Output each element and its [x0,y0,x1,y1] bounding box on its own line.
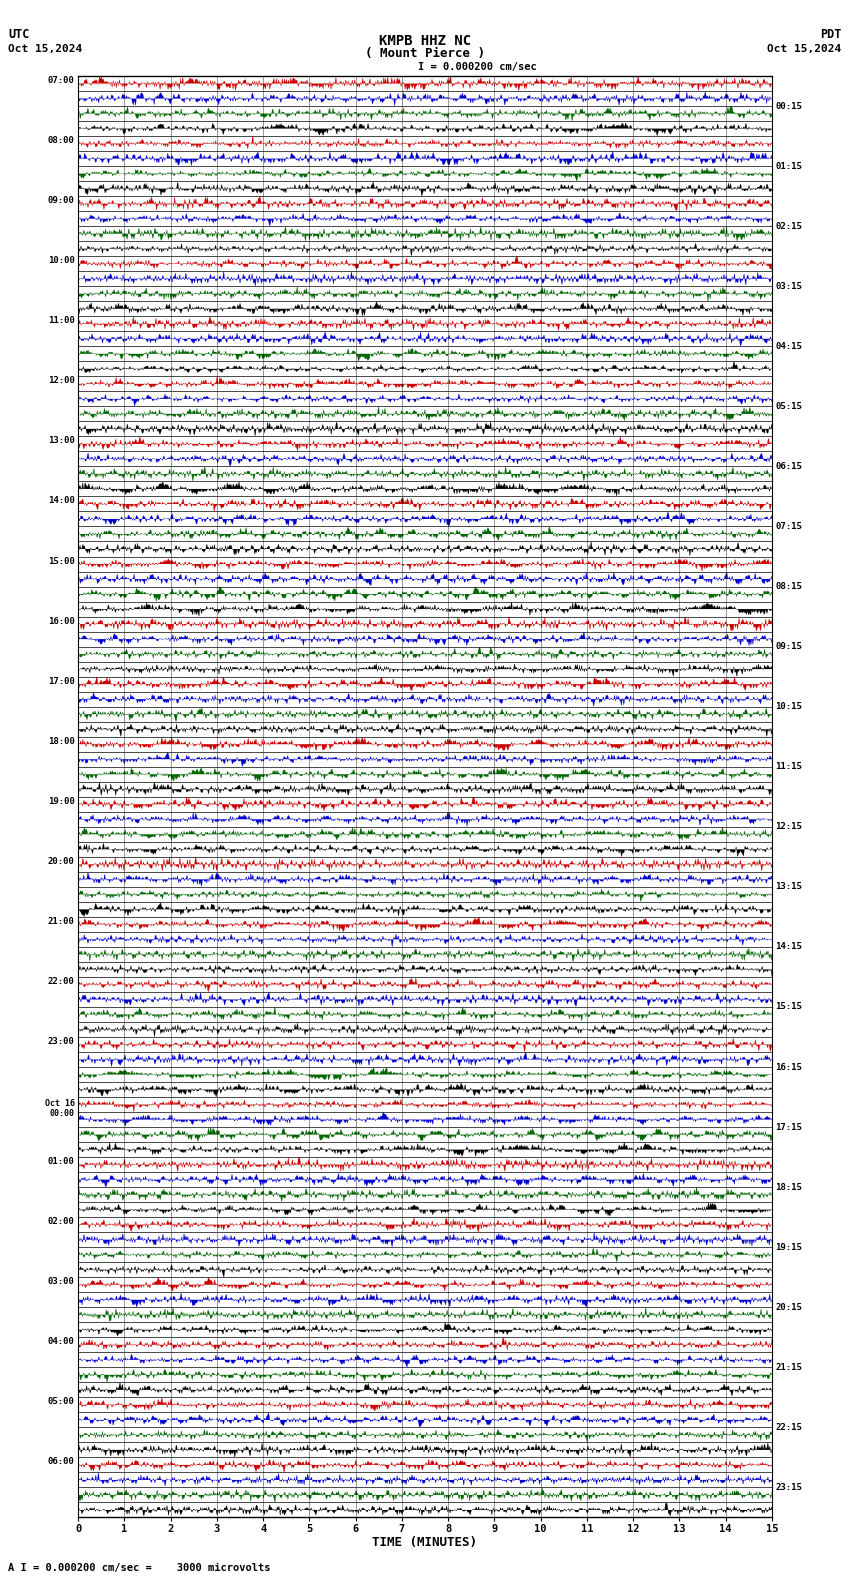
Text: 08:15: 08:15 [775,581,802,591]
Text: 21:00: 21:00 [48,917,75,927]
Text: 17:00: 17:00 [48,676,75,686]
Text: 19:15: 19:15 [775,1243,802,1251]
Text: A I = 0.000200 cm/sec =    3000 microvolts: A I = 0.000200 cm/sec = 3000 microvolts [8,1563,271,1573]
Text: 20:15: 20:15 [775,1302,802,1312]
Text: TIME (MINUTES): TIME (MINUTES) [372,1536,478,1549]
Text: 05:15: 05:15 [775,402,802,410]
Text: 18:00: 18:00 [48,737,75,746]
Text: 21:15: 21:15 [775,1362,802,1372]
Text: 12:00: 12:00 [48,377,75,385]
Text: 06:15: 06:15 [775,463,802,470]
Text: 19:00: 19:00 [48,797,75,806]
Text: 15:00: 15:00 [48,556,75,565]
Text: ( Mount Pierce ): ( Mount Pierce ) [365,48,485,60]
Text: 16:00: 16:00 [48,616,75,626]
Text: 15:15: 15:15 [775,1003,802,1012]
Text: 16:15: 16:15 [775,1063,802,1071]
Text: 01:00: 01:00 [48,1156,75,1166]
Text: 12:15: 12:15 [775,822,802,832]
Text: 14:00: 14:00 [48,496,75,505]
Text: 22:00: 22:00 [48,977,75,985]
Text: 13:15: 13:15 [775,882,802,892]
Text: 06:00: 06:00 [48,1457,75,1467]
Text: 23:15: 23:15 [775,1483,802,1492]
Text: 14:15: 14:15 [775,942,802,952]
Text: 03:15: 03:15 [775,282,802,291]
Text: KMPB HHZ NC: KMPB HHZ NC [379,35,471,48]
Text: 10:00: 10:00 [48,257,75,265]
Text: 04:15: 04:15 [775,342,802,350]
Text: 02:15: 02:15 [775,222,802,231]
Text: UTC: UTC [8,29,30,41]
Text: 07:15: 07:15 [775,523,802,531]
Text: Oct 15,2024: Oct 15,2024 [8,44,82,54]
Text: 08:00: 08:00 [48,136,75,146]
Text: 09:00: 09:00 [48,196,75,206]
Text: 11:15: 11:15 [775,762,802,771]
Text: 09:15: 09:15 [775,642,802,651]
Text: 01:15: 01:15 [775,162,802,171]
Text: 00:15: 00:15 [775,101,802,111]
Text: Oct 15,2024: Oct 15,2024 [768,44,842,54]
Text: 05:00: 05:00 [48,1397,75,1407]
Text: 04:00: 04:00 [48,1337,75,1346]
Text: 18:15: 18:15 [775,1183,802,1191]
Text: 23:00: 23:00 [48,1038,75,1045]
Text: 11:00: 11:00 [48,317,75,325]
Text: 13:00: 13:00 [48,436,75,445]
Text: 20:00: 20:00 [48,857,75,866]
Text: 22:15: 22:15 [775,1422,802,1432]
Text: I = 0.000200 cm/sec: I = 0.000200 cm/sec [418,62,537,71]
Text: 02:00: 02:00 [48,1217,75,1226]
Text: 10:15: 10:15 [775,702,802,711]
Text: 07:00: 07:00 [48,76,75,86]
Text: Oct 16
00:00: Oct 16 00:00 [45,1099,75,1118]
Text: 17:15: 17:15 [775,1123,802,1131]
Text: 03:00: 03:00 [48,1277,75,1286]
Text: PDT: PDT [820,29,842,41]
